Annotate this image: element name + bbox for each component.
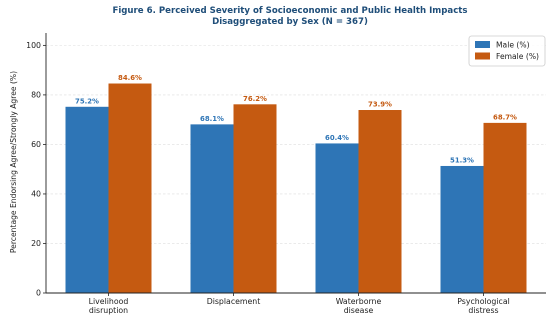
data-label: 68.7% xyxy=(493,113,517,121)
bar-female xyxy=(358,110,402,293)
y-tick-label: 80 xyxy=(31,91,41,100)
bar-male xyxy=(440,165,484,293)
data-label: 51.3% xyxy=(450,156,474,164)
bar-female xyxy=(233,104,277,293)
x-tick-label: Displacement xyxy=(207,297,261,306)
bar-male xyxy=(315,143,359,293)
bar-female xyxy=(483,122,527,293)
chart-title: Figure 6. Perceived Severity of Socioeco… xyxy=(112,6,467,27)
bar-male xyxy=(65,106,109,294)
data-label: 75.2% xyxy=(75,97,99,105)
y-tick-label: 60 xyxy=(31,140,41,149)
data-label: 84.6% xyxy=(118,74,142,82)
y-tick-label: 0 xyxy=(36,289,41,298)
legend: Male (%) Female (%) xyxy=(468,35,546,67)
x-tick-label: Psychological xyxy=(457,297,510,306)
data-label: 68.1% xyxy=(200,115,224,123)
legend-swatch xyxy=(475,52,490,60)
bars xyxy=(65,83,527,294)
x-tick-label: disease xyxy=(344,306,374,315)
data-label: 60.4% xyxy=(325,134,349,142)
legend-swatch xyxy=(475,41,490,48)
y-tick-label: 40 xyxy=(31,190,41,199)
data-labels: 75.2% 84.6% 68.1% 76.2% 60.4% 73.9% 51.3% 68.7% xyxy=(75,74,517,164)
x-tick-label: Livelihood xyxy=(89,297,129,306)
bar-female xyxy=(108,83,152,293)
bar-male xyxy=(190,124,234,293)
x-tick-label: distress xyxy=(468,306,498,315)
y-tick-label: 100 xyxy=(26,41,41,50)
data-label: 76.2% xyxy=(243,95,267,103)
y-tick-label: 20 xyxy=(31,239,41,248)
data-label: 73.9% xyxy=(368,101,392,109)
chart-title-line-1: Figure 6. Perceived Severity of Socioeco… xyxy=(112,6,467,16)
chart-title-line-2: Disaggregated by Sex (N = 367) xyxy=(212,17,368,27)
legend-label: Male (%) xyxy=(496,40,530,49)
x-tick-label: disruption xyxy=(89,306,128,315)
y-axis-label: Percentage Endorsing Agree/Strongly Agre… xyxy=(9,71,18,253)
axes xyxy=(43,33,546,296)
legend-label: Female (%) xyxy=(496,52,539,61)
x-tick-label: Waterborne xyxy=(336,297,382,306)
